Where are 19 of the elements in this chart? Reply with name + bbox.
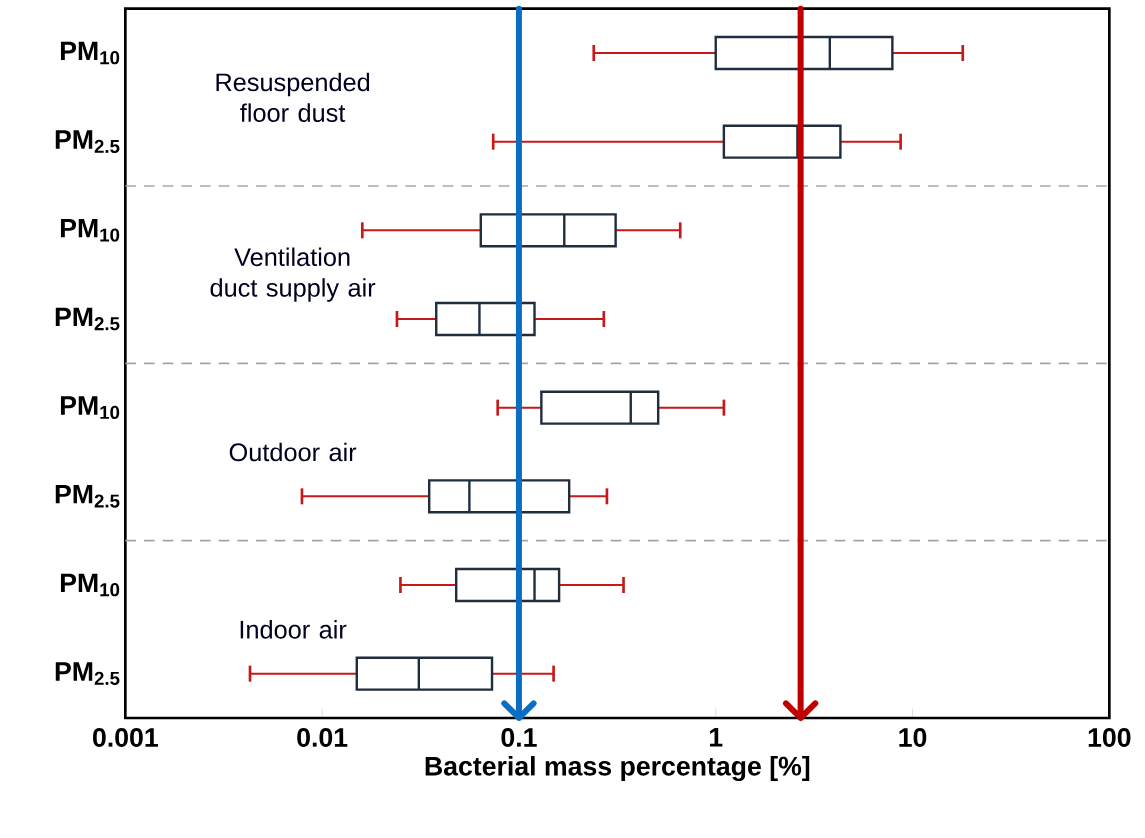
x-axis-title: Bacterial mass percentage [%]	[425, 756, 810, 782]
annotation: Indoor air	[240, 620, 347, 639]
y-tick-label: PM$_{2.5}$	[55, 484, 120, 508]
y-tick-label: PM$_{2.5}$	[55, 307, 120, 331]
annotation: Outdoor air	[229, 442, 357, 462]
x-tick-label: 0.01	[297, 728, 348, 747]
annotation: Resuspended floor dust	[216, 72, 370, 122]
y-tick-label: PM$_{10}$	[60, 573, 120, 597]
annotation: Ventilation duct supply air	[210, 247, 376, 302]
x-tick-label: 0.001	[93, 728, 158, 747]
x-tick-label: 10	[899, 728, 927, 747]
y-tick-label: PM$_{10}$	[60, 396, 120, 419]
y-tick-label: PM$_{10}$	[60, 218, 120, 242]
x-tick-label: 0.1	[501, 728, 537, 747]
x-tick-label: 1	[709, 728, 723, 747]
y-tick-label: PM$_{10}$	[60, 41, 120, 65]
y-tick-label: PM$_{2.5}$	[55, 662, 120, 685]
y-tick-label: PM$_{2.5}$	[55, 130, 120, 153]
x-tick-label: 100	[1088, 728, 1131, 747]
